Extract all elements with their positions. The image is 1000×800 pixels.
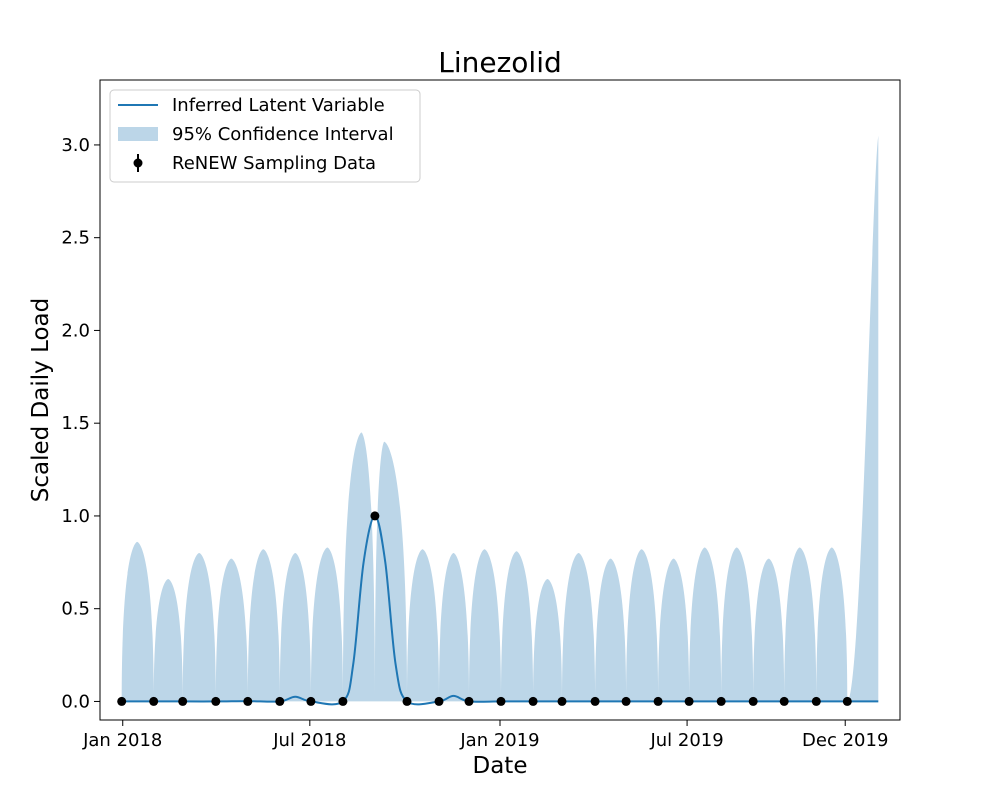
x-axis-ticks: Jan 2018 Jul 2018 Jan 2019 Jul 2019 Dec 2019	[82, 720, 888, 751]
sample-point	[557, 696, 567, 706]
sample-point	[590, 696, 600, 706]
sample-point	[338, 696, 348, 706]
sample-point	[149, 696, 159, 706]
y-tick-label: 1.0	[61, 506, 90, 527]
sample-point	[684, 696, 694, 706]
sample-point	[528, 696, 538, 706]
y-tick-label: 0.0	[61, 691, 90, 712]
y-tick-label: 0.5	[61, 599, 90, 620]
legend-band-swatch	[118, 127, 158, 141]
x-tick-label: Dec 2019	[802, 730, 888, 751]
confidence-band-layer	[121, 135, 879, 702]
confidence-band-area	[121, 135, 879, 702]
sample-point	[748, 696, 758, 706]
sample-point	[275, 696, 285, 706]
sample-point	[402, 696, 412, 706]
x-axis-title: Date	[473, 753, 528, 779]
sample-points-layer	[117, 511, 852, 706]
y-axis-ticks: 0.0 0.5 1.0 1.5 2.0 2.5 3.0	[61, 135, 100, 712]
x-tick-label: Jul 2018	[272, 730, 346, 751]
sample-point	[243, 696, 253, 706]
sample-point	[464, 696, 474, 706]
chart-title: Linezolid	[438, 46, 562, 79]
sample-point	[306, 696, 316, 706]
y-tick-label: 2.5	[61, 228, 90, 249]
y-tick-label: 1.5	[61, 413, 90, 434]
legend-label-latent: Inferred Latent Variable	[172, 95, 385, 116]
sample-point	[779, 696, 789, 706]
legend-box	[109, 89, 421, 183]
x-tick-label: Jul 2019	[649, 730, 723, 751]
sample-point	[842, 696, 852, 706]
legend-label-band: 95% Confidence Interval	[172, 124, 394, 145]
sample-point	[211, 696, 221, 706]
x-tick-label: Jan 2018	[82, 730, 162, 751]
sample-point	[178, 696, 188, 706]
sample-point	[496, 696, 506, 706]
sample-point	[434, 696, 444, 706]
y-tick-label: 2.0	[61, 320, 90, 341]
legend-label-samples: ReNEW Sampling Data	[172, 153, 376, 174]
sample-point	[716, 696, 726, 706]
y-tick-label: 3.0	[61, 135, 90, 156]
sample-point	[653, 696, 663, 706]
sample-point	[370, 511, 380, 521]
legend: Inferred Latent Variable 95% Confidence …	[109, 89, 421, 183]
sample-point	[811, 696, 821, 706]
sample-point	[621, 696, 631, 706]
legend-point-swatch	[133, 158, 143, 168]
x-tick-label: Jan 2019	[459, 730, 539, 751]
sample-point	[117, 696, 127, 706]
y-axis-title: Scaled Daily Load	[28, 298, 54, 502]
